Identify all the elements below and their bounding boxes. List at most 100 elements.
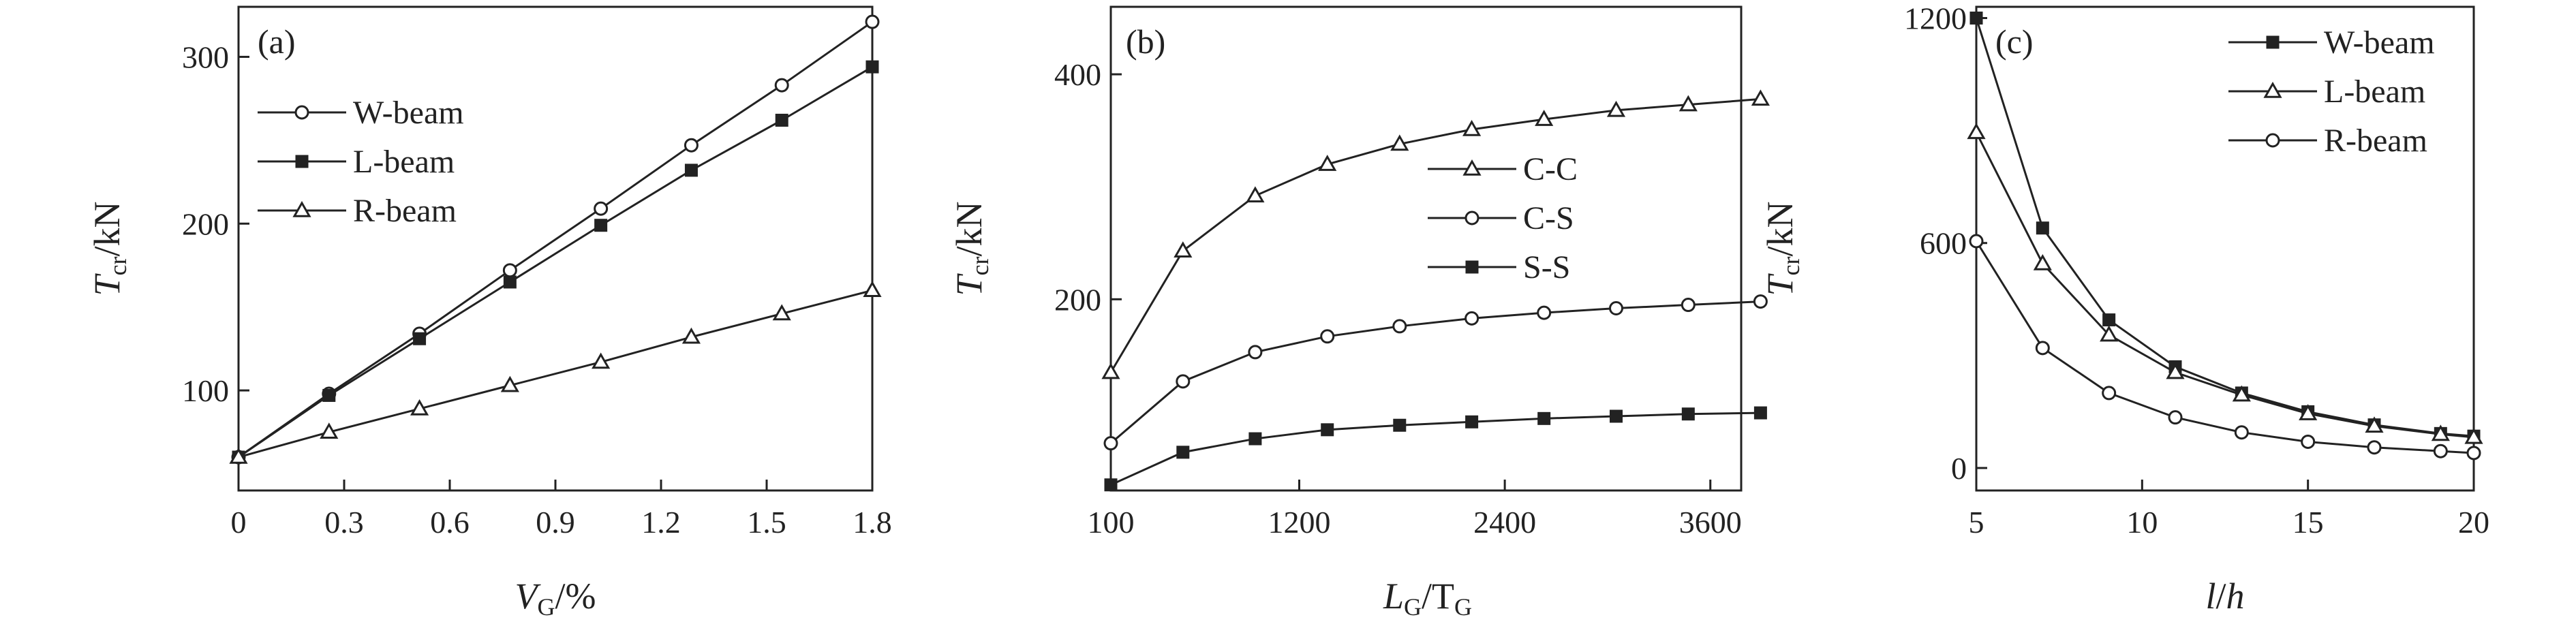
data-point [229, 448, 248, 464]
data-point [1537, 305, 1552, 320]
legend-label: C-S [1523, 200, 1574, 236]
data-point [1393, 418, 1407, 432]
data-point [1753, 406, 1767, 420]
data-point [592, 352, 611, 369]
plot-frame [1109, 5, 1743, 492]
panel-b-chart: 100 1200 2400 3600 200 400 C-C C-S S-S (b) Tcr/kN L… [949, 5, 1770, 621]
series-s-s [1104, 406, 1767, 492]
legend-label: L-beam [2324, 74, 2425, 110]
x-axis-title: LG/TG [1383, 576, 1472, 621]
x-tick-label: 15 [2293, 505, 2324, 540]
series-line [1109, 97, 1761, 373]
y-axis-title: Tcr/kN [87, 201, 132, 296]
data-point [1104, 478, 1118, 492]
data-point [2301, 434, 2316, 449]
data-point [1320, 329, 1335, 344]
x-tick-label: 1.8 [853, 505, 892, 540]
x-axis-title: VG/% [515, 576, 596, 621]
legend-marker [1465, 260, 1479, 274]
data-point [1174, 241, 1193, 258]
data-point [1465, 311, 1479, 326]
data-point [1248, 432, 1262, 446]
data-point [1462, 119, 1482, 136]
x-tick-label: 1.2 [641, 505, 681, 540]
y-axis-title: Tcr/kN [949, 201, 994, 296]
x-tick-label: 100 [1088, 505, 1135, 540]
data-point [2102, 313, 2116, 327]
legend-label: R-beam [353, 193, 457, 229]
data-point [2232, 385, 2251, 402]
x-tick-label: 0.9 [536, 505, 575, 540]
legend-label: C-C [1523, 151, 1578, 187]
y-tick-label: 200 [182, 206, 229, 241]
series-line [238, 65, 873, 458]
y-tick-label: 600 [1920, 226, 1967, 261]
legend-marker [2263, 81, 2282, 98]
legend-label: R-beam [2324, 123, 2427, 159]
data-point [1681, 407, 1695, 421]
data-point [1967, 123, 1986, 140]
data-point [2299, 404, 2318, 420]
data-point [1465, 415, 1479, 428]
data-point [863, 281, 882, 297]
data-point [2033, 253, 2052, 270]
data-point [2367, 440, 2382, 455]
data-point [684, 163, 698, 177]
panel-a-chart: 0 0.3 0.6 0.9 1.2 1.5 1.8 100 200 300 W-beam L-beam… [87, 5, 892, 621]
y-tick-label: 300 [182, 40, 229, 74]
series-line [1110, 300, 1761, 444]
data-point [1101, 362, 1120, 379]
x-tick-label: 5 [1969, 505, 1984, 540]
data-point [1176, 446, 1190, 459]
data-point [775, 113, 788, 127]
data-point [2036, 221, 2049, 235]
data-point [1321, 423, 1334, 437]
series-line [1975, 131, 2474, 439]
data-point [502, 263, 517, 278]
legend-marker [2265, 133, 2280, 148]
data-point [1969, 12, 1983, 25]
data-point [1392, 319, 1407, 334]
data-point [2102, 386, 2117, 401]
data-point [1535, 110, 1554, 126]
series-line [238, 289, 873, 458]
y-tick-label: 200 [1054, 282, 1101, 317]
data-point [2168, 410, 2183, 425]
series-c-s [1103, 294, 1768, 451]
data-point [594, 201, 609, 216]
series-l-beam [1967, 123, 2483, 444]
x-tick-label: 3600 [1679, 505, 1742, 540]
series-l-beam [232, 60, 879, 464]
x-tick-label: 1.5 [747, 505, 786, 540]
data-point [1390, 134, 1409, 151]
series-c-c [1101, 89, 1770, 379]
plot-frame [1975, 5, 2475, 492]
y-tick-label: 0 [1951, 451, 1967, 486]
data-point [1678, 95, 1698, 112]
legend-marker [292, 200, 311, 217]
data-point [1610, 409, 1623, 423]
data-point [2234, 425, 2249, 440]
x-tick-label: 1200 [1268, 505, 1330, 540]
x-tick-label: 2400 [1473, 505, 1536, 540]
panel-label: (a) [258, 22, 296, 61]
plot-frame [237, 5, 874, 492]
legend: W-beam L-beam R-beam [2228, 25, 2435, 159]
data-point [2100, 325, 2119, 342]
data-point [2464, 427, 2483, 444]
data-point [865, 60, 879, 74]
legend-label: L-beam [353, 144, 455, 180]
data-point [1751, 89, 1770, 106]
data-point [322, 388, 336, 402]
legend-marker [294, 105, 309, 120]
y-axis-title: Tcr/kN [1760, 201, 1805, 296]
data-point [413, 332, 427, 345]
data-point [772, 304, 791, 321]
data-point [1609, 301, 1624, 316]
panel-label: (c) [1995, 22, 2034, 61]
data-point [1246, 186, 1265, 203]
legend-marker [1462, 159, 1482, 176]
data-point [1537, 411, 1551, 425]
data-point [1753, 294, 1768, 309]
